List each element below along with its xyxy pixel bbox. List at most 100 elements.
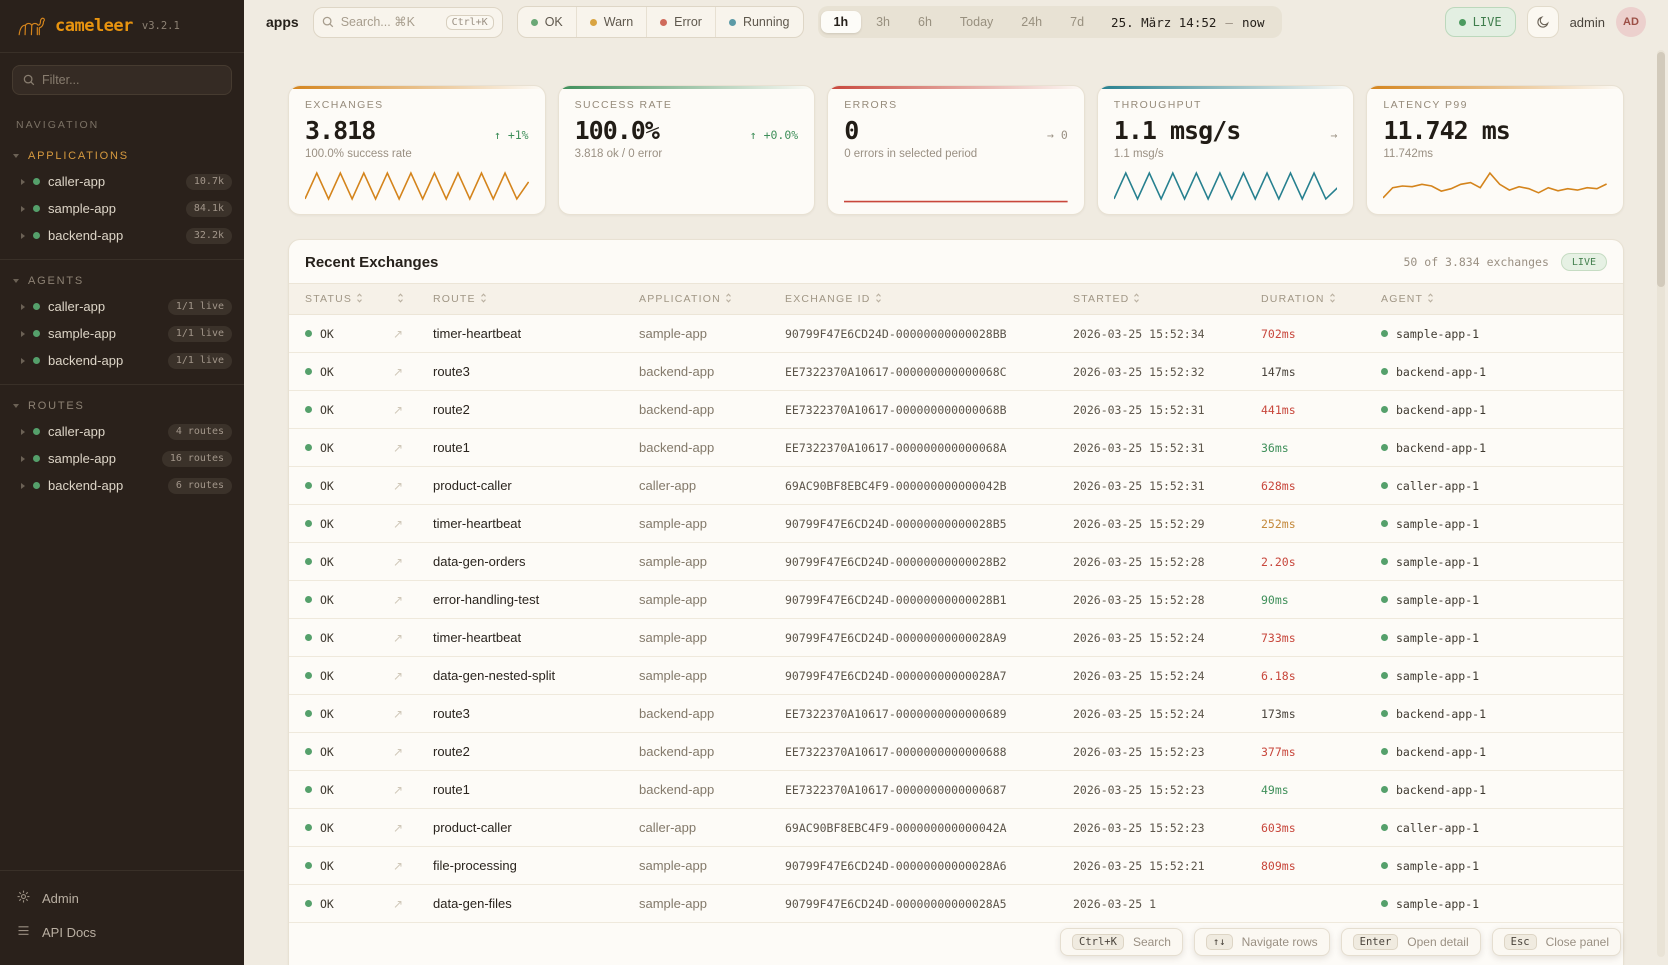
cell-expand[interactable]: ↗: [385, 884, 425, 923]
open-detail-icon[interactable]: ↗: [393, 896, 404, 911]
table-row[interactable]: OK ↗ product-caller caller-app 69AC90BF8EBC4…: [289, 466, 1623, 505]
table-row[interactable]: OK ↗ product-caller caller-app 69AC90BF8EBC4…: [289, 808, 1623, 847]
footer-item-api-docs[interactable]: API Docs: [0, 915, 244, 949]
avatar[interactable]: AD: [1616, 7, 1646, 37]
status-filter-ok[interactable]: OK: [518, 7, 576, 37]
search-input[interactable]: [340, 15, 439, 29]
open-detail-icon[interactable]: ↗: [393, 478, 404, 493]
footer-item-admin[interactable]: Admin: [0, 881, 244, 915]
time-range-7d[interactable]: 7d: [1070, 15, 1085, 29]
sidebar-filter[interactable]: [12, 65, 232, 95]
sidebar-filter-input[interactable]: [42, 73, 221, 87]
stat-card-value: 100.0%: [574, 116, 660, 145]
nav-group-header-applications[interactable]: APPLICATIONS: [0, 143, 244, 168]
nav-group-header-agents[interactable]: AGENTS: [0, 268, 244, 293]
column-header-exchange-id[interactable]: EXCHANGE ID: [777, 283, 1065, 315]
table-row[interactable]: OK ↗ data-gen-orders sample-app 90799F47E6CD…: [289, 542, 1623, 581]
status-filter-running[interactable]: Running: [714, 7, 803, 37]
cell-expand[interactable]: ↗: [385, 846, 425, 885]
cell-expand[interactable]: ↗: [385, 314, 425, 353]
open-detail-icon[interactable]: ↗: [393, 630, 404, 645]
cell-expand[interactable]: ↗: [385, 808, 425, 847]
open-detail-icon[interactable]: ↗: [393, 402, 404, 417]
sidebar-item-agents-backend-app[interactable]: backend-app 1/1 live: [0, 347, 244, 374]
table-row[interactable]: OK ↗ route2 backend-app EE7322370A10617-0000…: [289, 732, 1623, 771]
cell-expand[interactable]: ↗: [385, 770, 425, 809]
table-row[interactable]: OK ↗ route1 backend-app EE7322370A10617-0000…: [289, 428, 1623, 467]
time-range-3h[interactable]: 3h: [876, 15, 891, 29]
search-box[interactable]: Ctrl+K: [312, 6, 503, 38]
open-detail-icon[interactable]: ↗: [393, 554, 404, 569]
table-row[interactable]: OK ↗ route2 backend-app EE7322370A10617-0000…: [289, 390, 1623, 429]
open-detail-icon[interactable]: ↗: [393, 858, 404, 873]
cell-expand[interactable]: ↗: [385, 732, 425, 771]
open-detail-icon[interactable]: ↗: [393, 364, 404, 379]
open-detail-icon[interactable]: ↗: [393, 516, 404, 531]
table-row[interactable]: OK ↗ file-processing sample-app 90799F47E6CD…: [289, 846, 1623, 885]
sidebar-item-applications-backend-app[interactable]: backend-app 32.2k: [0, 222, 244, 249]
column-header-status[interactable]: STATUS: [289, 283, 385, 315]
open-detail-icon[interactable]: ↗: [393, 440, 404, 455]
sidebar-item-agents-sample-app[interactable]: sample-app 1/1 live: [0, 320, 244, 347]
status-filter-error[interactable]: Error: [646, 7, 715, 37]
time-range-today[interactable]: Today: [959, 15, 994, 29]
table-row[interactable]: OK ↗ route1 backend-app EE7322370A10617-0000…: [289, 770, 1623, 809]
sidebar-item-routes-backend-app[interactable]: backend-app 6 routes: [0, 472, 244, 499]
cell-expand[interactable]: ↗: [385, 428, 425, 467]
cell-exchange-id: 69AC90BF8EBC4F9-000000000000042A: [777, 808, 1065, 847]
theme-toggle-button[interactable]: [1526, 6, 1559, 38]
column-header-route[interactable]: ROUTE: [425, 283, 631, 315]
agent-status-dot: [1381, 786, 1388, 793]
open-detail-icon[interactable]: ↗: [393, 706, 404, 721]
time-range-1h[interactable]: 1h: [820, 11, 862, 33]
cell-started: 2026-03-25 15:52:34: [1065, 314, 1253, 353]
cell-expand[interactable]: ↗: [385, 580, 425, 619]
app-version: v3.2.1: [141, 20, 180, 32]
sidebar-item-agents-caller-app[interactable]: caller-app 1/1 live: [0, 293, 244, 320]
stat-card-latency-p99: LATENCY P99 11.742 ms 11.742ms: [1366, 85, 1624, 215]
cell-exchange-id: 90799F47E6CD24D-00000000000028A9: [777, 618, 1065, 657]
sidebar-item-applications-sample-app[interactable]: sample-app 84.1k: [0, 195, 244, 222]
column-header-duration[interactable]: DURATION: [1253, 283, 1373, 315]
table-row[interactable]: OK ↗ timer-heartbeat sample-app 90799F47E6CD…: [289, 504, 1623, 543]
column-header-agent[interactable]: AGENT: [1373, 283, 1623, 315]
column-header-started[interactable]: STARTED: [1065, 283, 1253, 315]
open-detail-icon[interactable]: ↗: [393, 744, 404, 759]
open-detail-icon[interactable]: ↗: [393, 326, 404, 341]
column-header-expand[interactable]: [385, 283, 425, 315]
cell-expand[interactable]: ↗: [385, 466, 425, 505]
cell-expand[interactable]: ↗: [385, 542, 425, 581]
sidebar-item-applications-caller-app[interactable]: caller-app 10.7k: [0, 168, 244, 195]
time-range-6h[interactable]: 6h: [918, 15, 932, 29]
open-detail-icon[interactable]: ↗: [393, 782, 404, 797]
cell-expand[interactable]: ↗: [385, 694, 425, 733]
cell-expand[interactable]: ↗: [385, 618, 425, 657]
table-row[interactable]: OK ↗ timer-heartbeat sample-app 90799F47E6CD…: [289, 314, 1623, 353]
status-filter-warn[interactable]: Warn: [575, 7, 646, 37]
scrollbar[interactable]: [1657, 50, 1665, 957]
sidebar-item-label: caller-app: [48, 174, 106, 189]
shortcut-label: Search: [1132, 935, 1171, 949]
time-range-24h[interactable]: 24h: [1021, 15, 1043, 29]
live-toggle-button[interactable]: LIVE: [1444, 7, 1516, 37]
table-row[interactable]: OK ↗ data-gen-files sample-app 90799F47E6CD2…: [289, 884, 1623, 923]
cell-expand[interactable]: ↗: [385, 504, 425, 543]
nav-group-header-routes[interactable]: ROUTES: [0, 393, 244, 418]
sidebar-item-routes-caller-app[interactable]: caller-app 4 routes: [0, 418, 244, 445]
column-header-application[interactable]: APPLICATION: [631, 283, 777, 315]
cell-expand[interactable]: ↗: [385, 656, 425, 695]
table-row[interactable]: OK ↗ route3 backend-app EE7322370A10617-0000…: [289, 352, 1623, 391]
open-detail-icon[interactable]: ↗: [393, 592, 404, 607]
status-ok-dot: [305, 558, 312, 565]
open-detail-icon[interactable]: ↗: [393, 668, 404, 683]
table-row[interactable]: OK ↗ data-gen-nested-split sample-app 90799F…: [289, 656, 1623, 695]
table-row[interactable]: OK ↗ timer-heartbeat sample-app 90799F47E6CD…: [289, 618, 1623, 657]
table-row[interactable]: OK ↗ route3 backend-app EE7322370A10617-0000…: [289, 694, 1623, 733]
cell-expand[interactable]: ↗: [385, 352, 425, 391]
table-row[interactable]: OK ↗ error-handling-test sample-app 90799F47…: [289, 580, 1623, 619]
cell-expand[interactable]: ↗: [385, 390, 425, 429]
open-detail-icon[interactable]: ↗: [393, 820, 404, 835]
sidebar-item-routes-sample-app[interactable]: sample-app 16 routes: [0, 445, 244, 472]
cell-started: 2026-03-25 15:52:31: [1065, 428, 1253, 467]
scrollbar-thumb[interactable]: [1657, 52, 1665, 287]
